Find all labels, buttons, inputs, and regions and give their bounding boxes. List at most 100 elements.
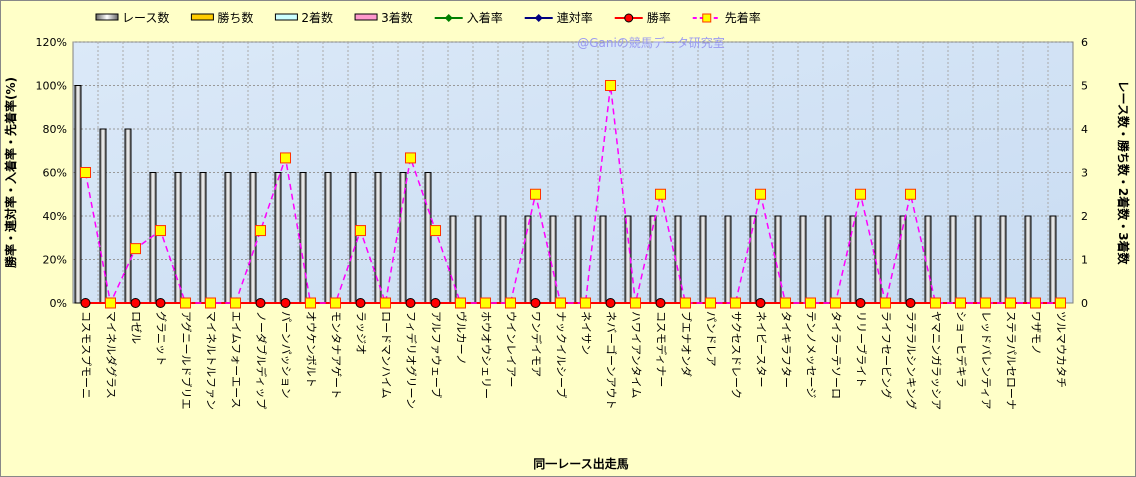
x-tick-label: モンタナアゲート: [330, 311, 343, 399]
x-tick-label: ラテラルシンキング: [905, 311, 919, 410]
marker-先着率: [655, 188, 666, 200]
legend-marker: [624, 13, 634, 23]
x-tick-label: タイラーテソーロ: [830, 311, 843, 399]
marker-先着率: [180, 297, 191, 309]
marker-先着率: [1055, 297, 1066, 309]
legend-marker: [702, 13, 712, 23]
legend-label: 連対率: [557, 10, 593, 25]
marker-先着率: [1005, 297, 1016, 309]
marker-先着率: [880, 297, 891, 309]
marker-先着率: [205, 297, 216, 309]
y-tick-label: 40%: [43, 210, 67, 223]
bar-レース数: [1024, 215, 1032, 304]
marker-先着率: [130, 243, 141, 255]
marker-先着率: [480, 297, 491, 309]
bar-レース数: [1049, 215, 1057, 304]
x-tick-label: ワンデイモア: [530, 311, 544, 377]
legend-label: 入着率: [467, 10, 503, 25]
legend-swatch: [190, 13, 214, 21]
bar-レース数: [499, 215, 507, 304]
marker-先着率: [80, 167, 91, 178]
y2-tick-label: 0: [1081, 297, 1088, 310]
bar-レース数: [349, 172, 357, 304]
marker-勝率: [530, 298, 541, 308]
y2-tick-label: 3: [1081, 167, 1088, 180]
legend-label: レース数: [122, 10, 169, 25]
bar-レース数: [999, 215, 1007, 304]
x-tick-label: リリーブライト: [855, 311, 869, 387]
marker-先着率: [455, 297, 466, 309]
legend-label: 先着率: [725, 10, 761, 25]
x-tick-label: アルファウェーブ: [430, 311, 444, 398]
x-tick-label: ショーヒデキラ: [955, 311, 969, 388]
x-tick-label: サクセスドレーク: [730, 311, 743, 399]
marker-先着率: [605, 80, 616, 91]
marker-勝率: [130, 298, 141, 308]
x-tick-label: エイムフォーエース: [230, 311, 243, 409]
marker-先着率: [555, 297, 566, 309]
bar-レース数: [474, 215, 482, 304]
legend-marker: [534, 14, 543, 22]
x-tick-label: コスモスプモーニ: [80, 311, 93, 399]
marker-勝率: [405, 298, 416, 308]
marker-勝率: [655, 298, 666, 308]
marker-先着率: [380, 297, 391, 309]
y2-tick-label: 4: [1081, 123, 1088, 136]
x-tick-label: ライフセービング: [880, 311, 894, 399]
bar-レース数: [424, 172, 432, 304]
x-tick-label: ヤマニンガラッシア: [930, 311, 943, 410]
x-tick-label: ブエナオンダ: [680, 311, 694, 377]
marker-先着率: [255, 225, 266, 237]
marker-先着率: [105, 297, 116, 309]
x-tick-label: アグニールドブリエ: [180, 311, 194, 409]
bar-レース数: [549, 215, 557, 304]
bar-レース数: [774, 215, 782, 304]
marker-勝率: [355, 298, 366, 308]
marker-先着率: [705, 297, 716, 309]
y-tick-label: 0%: [50, 297, 67, 310]
marker-勝率: [430, 298, 441, 308]
x-tick-label: ラッジオ: [355, 311, 368, 355]
marker-先着率: [730, 297, 741, 309]
bar-レース数: [824, 215, 832, 304]
x-tick-label: マイネルダグラス: [105, 311, 119, 399]
marker-勝率: [855, 298, 866, 308]
legend-label: 3着数: [381, 10, 413, 25]
bar-レース数: [799, 215, 807, 304]
bar-レース数: [574, 215, 582, 304]
bar-レース数: [224, 172, 232, 304]
marker-勝率: [155, 298, 166, 308]
legend-swatch: [354, 13, 378, 21]
legend-swatch: [274, 13, 298, 21]
bar-レース数: [699, 215, 707, 304]
legend-label: 2着数: [301, 10, 333, 25]
marker-先着率: [830, 297, 841, 309]
marker-先着率: [530, 188, 541, 200]
bar-レース数: [449, 215, 457, 304]
x-tick-label: ウインレイアー: [505, 311, 518, 387]
marker-先着率: [805, 297, 816, 309]
bar-レース数: [174, 172, 182, 304]
y-axis-label: 勝率・連対率・入着率・先着率(%): [3, 77, 18, 268]
x-tick-label: ナックイルシーブ: [555, 311, 569, 398]
x-tick-label: ネバーゴーンアウト: [605, 311, 619, 409]
bar-レース数: [124, 128, 132, 304]
x-tick-label: フィデリオグリーン: [405, 311, 419, 409]
marker-先着率: [905, 188, 916, 200]
marker-勝率: [605, 298, 616, 308]
marker-勝率: [80, 298, 91, 308]
x-tick-label: ロードマンハイム: [380, 311, 393, 399]
y-tick-label: 60%: [43, 167, 67, 180]
marker-先着率: [780, 297, 791, 309]
x-tick-label: ネイサン: [580, 311, 593, 355]
marker-先着率: [330, 297, 341, 309]
y2-tick-label: 1: [1081, 254, 1088, 267]
legend-swatch: [95, 13, 119, 21]
marker-先着率: [230, 297, 241, 309]
marker-勝率: [755, 298, 766, 308]
x-tick-label: コスモディナー: [655, 311, 669, 387]
x-tick-label: グラニット: [155, 311, 169, 366]
x-tick-label: マイネルトルファン: [205, 311, 218, 410]
y2-tick-label: 5: [1081, 80, 1088, 93]
